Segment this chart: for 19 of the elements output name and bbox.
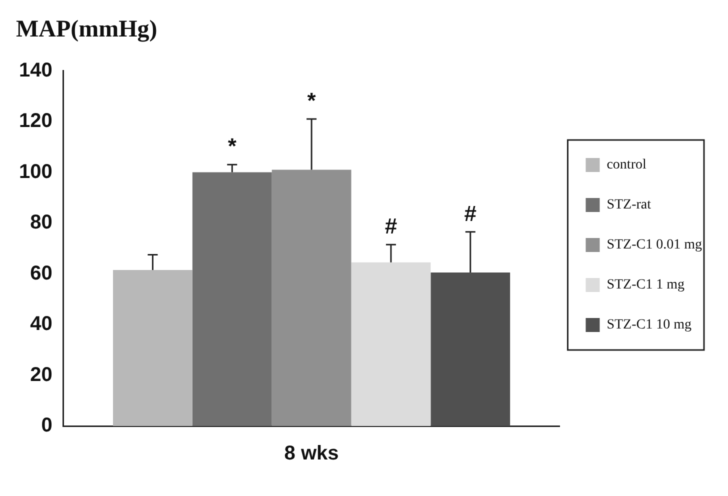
legend-label: STZ-C1 0.01 mg <box>606 238 702 253</box>
legend-label: STZ-rat <box>606 198 652 213</box>
legend-label: STZ-C1 10 mg <box>606 318 692 333</box>
y-tick-label: 0 <box>41 414 52 437</box>
data-label: * <box>307 88 316 114</box>
x-tick-label: 8 wks <box>284 442 339 465</box>
y-tick-label: 40 <box>30 313 52 336</box>
data-label: # <box>464 200 476 226</box>
y-axis-title: MAP(mmHg) <box>16 16 158 43</box>
legend-label: control <box>606 158 646 173</box>
y-tick-label: 20 <box>30 364 52 386</box>
y-tick-label: 60 <box>30 262 52 284</box>
y-tick-label: 80 <box>30 212 52 234</box>
data-label: # <box>384 214 398 239</box>
legend-label: STZ-C1 1 mg <box>606 278 684 293</box>
y-tick-label: 100 <box>18 160 52 183</box>
data-label: * <box>228 134 237 159</box>
y-tick-label: 120 <box>18 110 52 132</box>
y-tick-label: 140 <box>18 59 52 82</box>
